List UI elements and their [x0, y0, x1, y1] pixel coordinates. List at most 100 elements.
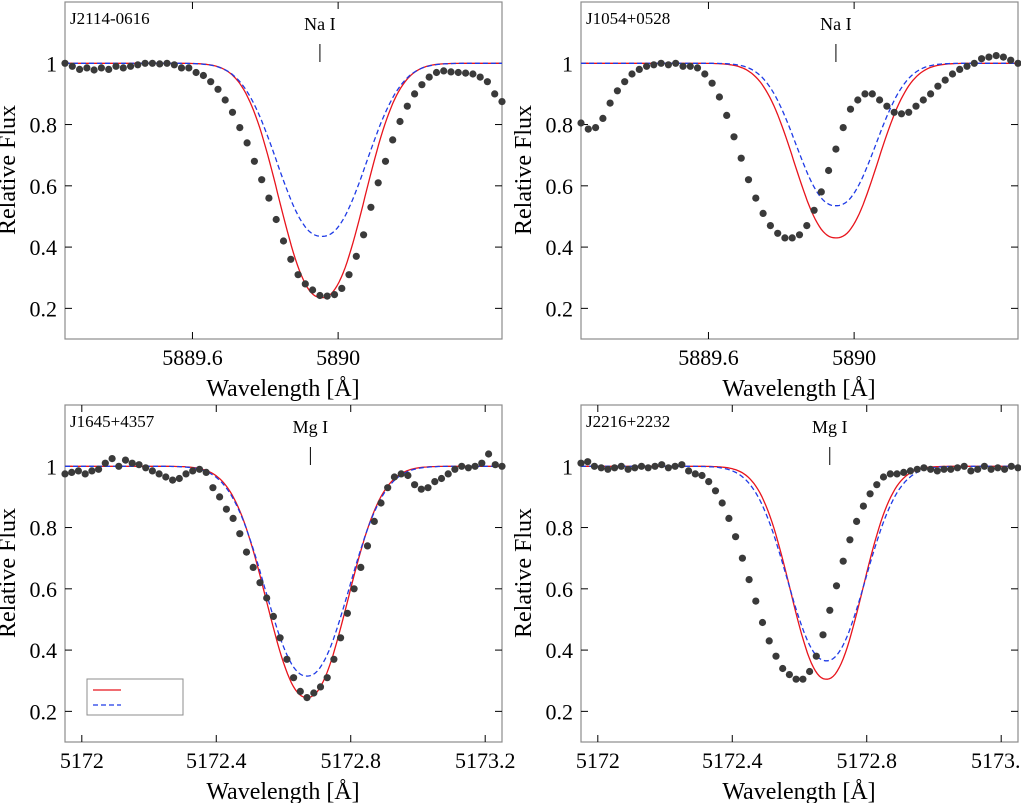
observed-point [250, 157, 258, 165]
plot-area [61, 450, 506, 702]
model-solid-line [65, 465, 502, 699]
observed-point [765, 637, 773, 645]
observed-point [476, 73, 484, 81]
observed-point [135, 461, 143, 469]
observed-point [134, 61, 142, 69]
panel-title: J1645+4357 [70, 412, 155, 431]
observed-point [725, 514, 733, 522]
observed-point [338, 284, 346, 292]
observed-point [464, 464, 472, 472]
observed-point [61, 59, 69, 67]
observed-point [832, 582, 841, 590]
observed-point [738, 554, 746, 562]
x-tick-label: 5890 [832, 345, 876, 370]
observed-point [994, 464, 1002, 472]
observed-point [142, 464, 150, 472]
model-solid-line [581, 465, 1018, 680]
x-tick-label: 5172.8 [320, 748, 381, 773]
observed-point [927, 465, 935, 473]
observed-point [832, 145, 840, 153]
observed-point [296, 687, 304, 695]
panel-title: J2216+2232 [586, 412, 670, 431]
observed-point [866, 490, 874, 498]
observed-point [960, 462, 968, 470]
plot-frame [580, 1, 1019, 340]
y-tick-label: 1 [562, 454, 573, 479]
observed-point [671, 462, 679, 470]
panel-title: J2114-0616 [70, 9, 150, 28]
observed-point [883, 102, 891, 110]
line-label: Mg I [293, 417, 329, 437]
observed-point [222, 505, 230, 513]
x-tick-label: 5889.6 [678, 345, 739, 370]
model-solid-line [581, 62, 1018, 239]
model-dashed-line [65, 62, 502, 238]
observed-point [1007, 56, 1015, 64]
y-tick-label: 0.4 [546, 638, 574, 663]
observed-point [119, 64, 127, 72]
observed-point [156, 60, 164, 68]
x-ticks: 5889.6 5890 [678, 2, 876, 370]
observed-point [175, 474, 183, 483]
observed-point [693, 64, 702, 72]
observed-point [953, 464, 962, 472]
observed-point [819, 631, 827, 639]
observed-point [462, 69, 470, 77]
observed-point [440, 67, 448, 75]
observed-point [162, 473, 170, 481]
observed-point [691, 470, 699, 478]
observed-point [258, 176, 266, 184]
observed-point [999, 53, 1007, 61]
observed-point [451, 465, 459, 473]
observed-point [759, 209, 767, 217]
panel-j2114: J2114-0616 Na I 0.2 0.4 0.6 0.8 1 5889.6 5890… [0, 1, 506, 402]
observed-point [397, 470, 405, 478]
observed-point [283, 655, 291, 663]
plot-area [577, 52, 1021, 242]
observed-point [980, 462, 988, 470]
y-tick-label: 0.2 [30, 296, 58, 321]
observed-point [664, 61, 672, 69]
observed-point [263, 594, 271, 602]
observed-point [88, 467, 96, 475]
line-label: Na I [304, 14, 335, 34]
y-tick-label: 0.8 [546, 516, 574, 541]
x-tick-label: 5173.2 [455, 748, 516, 773]
observed-point [216, 493, 224, 501]
observed-point [853, 517, 861, 525]
observed-point [290, 674, 298, 682]
observed-point [621, 78, 629, 86]
observed-point [243, 139, 251, 147]
x-axis-label: Wavelength [Å] [722, 376, 875, 402]
observed-point [424, 484, 432, 492]
observed-point [758, 618, 767, 627]
observed-point [643, 62, 651, 70]
observed-point [577, 459, 585, 467]
observed-point [685, 467, 693, 475]
observed-point [854, 96, 862, 104]
x-tick-label: 5889.6 [162, 345, 223, 370]
plot-area [577, 458, 1021, 683]
observed-point [919, 96, 927, 104]
y-tick-label: 0.6 [30, 174, 58, 199]
observed-point [650, 61, 658, 69]
observed-point [478, 459, 486, 467]
observed-point [169, 476, 177, 484]
observed-point [485, 450, 493, 458]
observed-point [127, 62, 135, 70]
observed-point [411, 481, 419, 489]
observed-point [900, 468, 908, 476]
observed-point [310, 689, 318, 697]
observed-point [846, 536, 854, 544]
plot-frame [64, 404, 503, 743]
observed-point [177, 64, 186, 72]
observed-point [357, 563, 365, 571]
observed-point [868, 90, 876, 98]
observed-point [389, 136, 397, 144]
observed-point [772, 652, 780, 660]
y-tick-label: 0.8 [30, 516, 58, 541]
observed-point [236, 530, 244, 538]
observed-point [316, 291, 324, 300]
observed-point [799, 675, 807, 683]
observed-point [95, 465, 103, 473]
